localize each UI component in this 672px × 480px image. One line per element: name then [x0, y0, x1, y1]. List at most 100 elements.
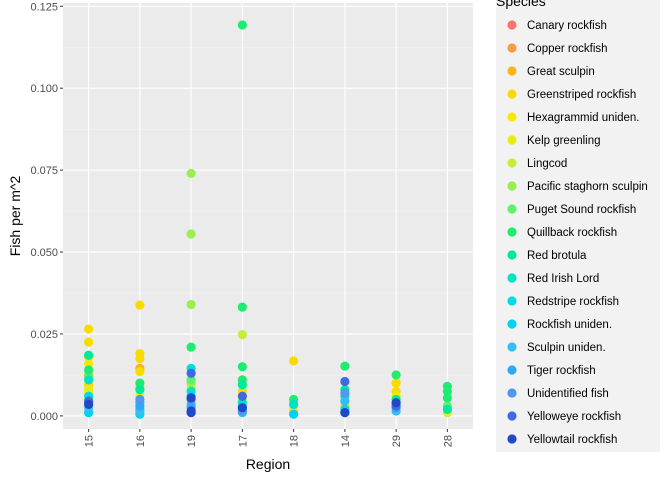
- data-point: [186, 229, 196, 239]
- legend-key: [507, 89, 517, 99]
- data-point: [391, 370, 401, 380]
- legend-label: Lingcod: [527, 158, 567, 170]
- data-point: [84, 337, 94, 347]
- legend-label: Red brotula: [527, 250, 587, 262]
- x-tick-label: 19: [186, 435, 198, 447]
- legend-key: [507, 158, 517, 168]
- legend-key: [507, 273, 517, 283]
- data-point: [289, 399, 299, 410]
- panel-background: [63, 3, 473, 429]
- legend-background: [496, 0, 660, 452]
- legend-key: [507, 43, 517, 53]
- data-point: [237, 20, 247, 30]
- data-point: [84, 358, 94, 369]
- data-point: [442, 404, 452, 414]
- legend-key: [507, 204, 517, 214]
- legend-label: Quillback rockfish: [527, 227, 617, 239]
- data-point: [237, 330, 247, 340]
- legend-key: [507, 411, 517, 421]
- data-point: [391, 378, 401, 388]
- legend-label: Tiger rockfish: [527, 365, 596, 377]
- x-tick-label: 18: [289, 435, 301, 447]
- data-point: [340, 361, 350, 371]
- data-point: [135, 300, 145, 310]
- data-point: [186, 408, 196, 418]
- data-point: [340, 396, 350, 406]
- data-point: [340, 376, 350, 387]
- data-point: [237, 380, 247, 390]
- legend-label: Red Irish Lord: [527, 273, 599, 285]
- x-axis-title: Region: [246, 456, 290, 472]
- data-point: [289, 409, 299, 419]
- y-tick-label: 0.100: [30, 83, 58, 95]
- y-tick-label: 0.025: [30, 329, 58, 341]
- y-axis-title: Fish per m^2: [7, 176, 23, 257]
- legend-label: Yelloweye rockfish: [527, 411, 621, 423]
- data-point: [289, 356, 299, 366]
- data-point: [186, 299, 196, 310]
- legend-key: [507, 319, 517, 329]
- legend-items: Canary rockfish Copper rockfish Great scul…: [507, 20, 648, 446]
- data-point: [135, 401, 145, 411]
- data-point: [84, 324, 94, 334]
- legend-key: [507, 66, 517, 76]
- data-point: [237, 403, 247, 413]
- data-point: [186, 393, 196, 403]
- data-point: [84, 399, 94, 410]
- legend-label: Kelp greenling: [527, 135, 601, 147]
- legend-key: [507, 227, 517, 237]
- legend: Species Canary rockfish Copper rockfish Gr…: [496, 0, 660, 452]
- data-points: [84, 20, 452, 419]
- legend-key: [507, 365, 517, 375]
- data-point: [135, 353, 145, 364]
- legend-label: Hexagrammid uniden.: [527, 112, 640, 124]
- data-point: [186, 368, 196, 378]
- data-point: [84, 375, 94, 385]
- legend-label: Canary rockfish: [527, 20, 607, 32]
- data-point: [237, 391, 247, 401]
- data-point: [186, 375, 196, 385]
- legend-label: Copper rockfish: [527, 43, 608, 55]
- legend-key: [507, 342, 517, 352]
- legend-key: [507, 112, 517, 122]
- legend-label: Unidentified fish: [527, 388, 609, 400]
- legend-key: [507, 388, 517, 398]
- data-point: [135, 378, 145, 388]
- legend-key: [507, 135, 517, 145]
- legend-key: [507, 181, 517, 191]
- y-tick-label: 0.000: [30, 411, 58, 423]
- legend-label: Great sculpin: [527, 66, 595, 78]
- x-tick-label: 15: [84, 435, 96, 447]
- data-point: [442, 386, 452, 396]
- legend-key: [507, 296, 517, 306]
- data-point: [186, 168, 196, 178]
- y-tick-label: 0.075: [30, 165, 58, 177]
- y-axis: 0.000 0.025 0.050 0.075 0.100 0.125: [30, 1, 63, 423]
- y-tick-label: 0.125: [30, 1, 58, 13]
- data-point: [340, 408, 350, 418]
- data-point: [135, 367, 145, 377]
- legend-label: Yellowtail rockfish: [527, 434, 617, 446]
- data-point: [186, 342, 196, 352]
- legend-key: [507, 20, 517, 30]
- data-point: [340, 388, 350, 398]
- legend-label: Rockfish uniden.: [527, 319, 612, 331]
- legend-key: [507, 434, 517, 444]
- x-axis: 15 16 19 17 18 14 29 28: [84, 429, 454, 447]
- data-point: [84, 385, 94, 395]
- legend-title: Species: [496, 0, 546, 9]
- x-tick-label: 28: [442, 435, 454, 447]
- legend-label: Sculpin uniden.: [527, 342, 606, 354]
- data-point: [84, 350, 94, 360]
- legend-key: [507, 250, 517, 260]
- data-point: [442, 393, 452, 403]
- data-point: [135, 394, 145, 405]
- data-point: [84, 365, 94, 375]
- data-point: [135, 385, 145, 395]
- x-tick-label: 14: [340, 435, 352, 447]
- data-point: [391, 398, 401, 408]
- legend-label: Redstripe rockfish: [527, 296, 619, 308]
- x-tick-label: 17: [237, 435, 249, 447]
- x-tick-label: 16: [135, 435, 147, 447]
